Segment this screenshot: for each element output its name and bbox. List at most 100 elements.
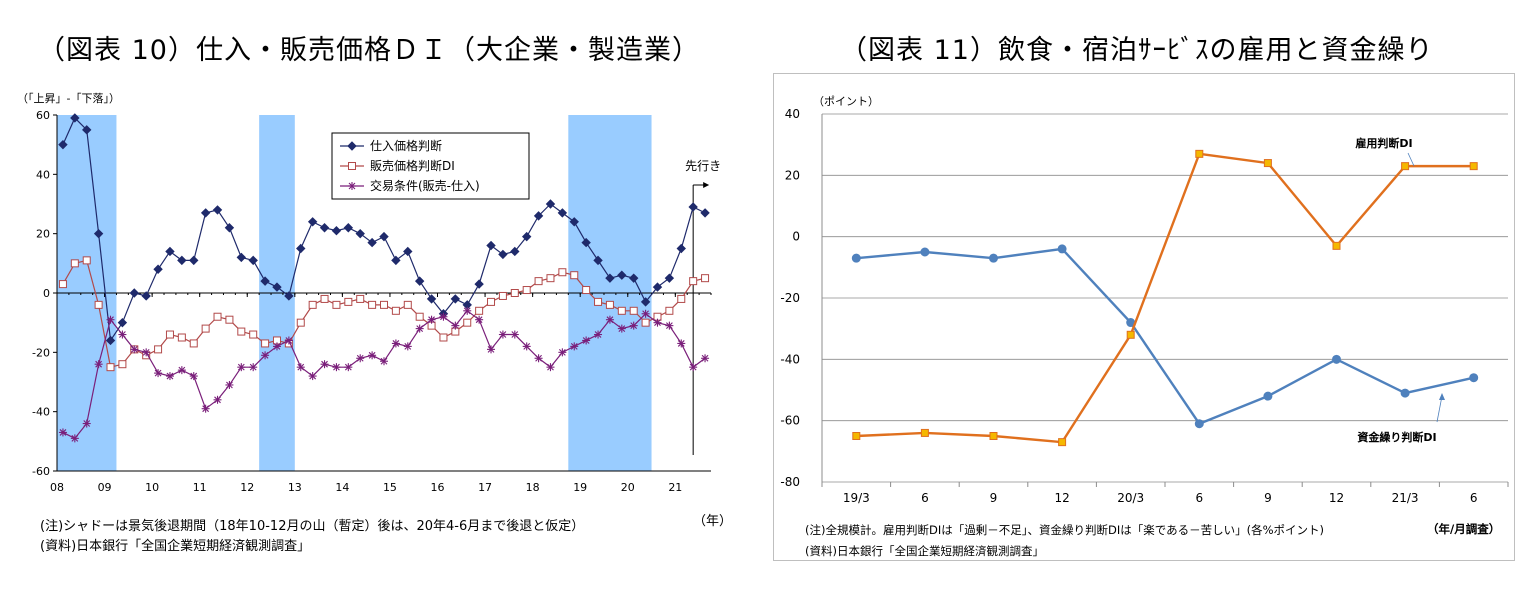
data-point bbox=[284, 291, 294, 301]
data-point bbox=[237, 363, 246, 372]
data-point bbox=[117, 317, 128, 328]
data-point bbox=[1263, 159, 1272, 168]
chart1-source: (資料)日本銀行「全国企業短期経済観測調査」 bbox=[40, 539, 311, 554]
data-point bbox=[189, 372, 198, 381]
callout-pointer bbox=[1407, 152, 1415, 167]
chart2-source: (資料)日本銀行「全国企業短期経済観測調査」 bbox=[805, 544, 1044, 558]
data-point bbox=[558, 268, 567, 277]
data-point bbox=[343, 223, 354, 233]
y-tick-label: -80 bbox=[780, 475, 800, 489]
y-tick-label: -40 bbox=[780, 352, 800, 366]
data-point bbox=[487, 345, 496, 354]
data-point bbox=[249, 330, 258, 339]
data-point bbox=[557, 208, 568, 218]
data-point bbox=[617, 324, 626, 333]
legend-box bbox=[331, 132, 530, 200]
x-tick-label: 20/3 bbox=[1117, 491, 1144, 505]
data-point bbox=[142, 348, 151, 357]
data-point bbox=[58, 139, 68, 150]
data-point bbox=[248, 255, 258, 266]
data-point bbox=[261, 339, 270, 348]
data-point bbox=[582, 336, 591, 345]
data-point bbox=[546, 274, 555, 283]
data-point bbox=[403, 300, 412, 309]
data-point bbox=[617, 306, 626, 315]
y-tick-label: -60 bbox=[32, 465, 50, 478]
data-point bbox=[272, 282, 282, 292]
chart1-title: （図表 10）仕入・販売価格ＤＩ（大企業・製造業） bbox=[38, 35, 700, 66]
data-point bbox=[224, 223, 235, 233]
x-tick-label: 20 bbox=[621, 481, 635, 494]
y-tick-label: -40 bbox=[32, 406, 50, 419]
y-axis-label: （ポイント） bbox=[813, 95, 879, 108]
data-point bbox=[701, 354, 710, 363]
legend-marker bbox=[348, 182, 356, 190]
data-point bbox=[200, 208, 211, 218]
data-point bbox=[213, 395, 222, 404]
data-point bbox=[487, 297, 496, 306]
x-tick-label: 14 bbox=[335, 481, 349, 494]
data-point bbox=[1263, 391, 1273, 401]
data-point bbox=[450, 294, 461, 304]
data-point bbox=[439, 333, 448, 342]
data-point bbox=[403, 246, 413, 257]
data-point bbox=[1400, 388, 1410, 398]
data-point bbox=[451, 321, 460, 330]
chart1-xlabel: （年） bbox=[693, 514, 733, 529]
x-tick-label: 6 bbox=[1195, 491, 1203, 505]
data-point bbox=[665, 306, 674, 315]
series-line-2 bbox=[856, 152, 1474, 444]
data-point bbox=[677, 339, 686, 348]
y-tick-label: -60 bbox=[780, 414, 800, 428]
y-tick-label: -20 bbox=[780, 291, 800, 305]
data-point bbox=[1126, 330, 1135, 339]
data-point bbox=[380, 357, 388, 366]
data-point bbox=[546, 363, 555, 372]
data-point bbox=[665, 321, 674, 330]
data-point bbox=[356, 354, 365, 363]
data-point bbox=[534, 354, 543, 363]
data-point bbox=[570, 271, 579, 280]
data-point bbox=[558, 348, 567, 357]
data-point bbox=[118, 330, 127, 339]
data-point bbox=[920, 428, 929, 437]
data-point bbox=[688, 202, 698, 212]
legend-marker bbox=[347, 141, 357, 151]
data-point bbox=[272, 342, 281, 351]
legend-label: 仕入価格判断 bbox=[370, 138, 442, 153]
x-tick-label: 9 bbox=[1264, 491, 1272, 505]
data-point bbox=[498, 291, 507, 300]
data-point bbox=[510, 330, 519, 339]
legend-label: 販売価格判断DI bbox=[370, 158, 455, 173]
x-tick-label: 09 bbox=[98, 481, 112, 494]
data-point bbox=[213, 312, 222, 321]
data-point bbox=[320, 360, 329, 369]
chart2-frame bbox=[773, 73, 1515, 561]
data-point bbox=[851, 253, 861, 263]
x-tick-label: 9 bbox=[990, 491, 998, 505]
data-point bbox=[82, 125, 92, 135]
data-point bbox=[260, 276, 270, 286]
data-point bbox=[689, 277, 698, 286]
data-point bbox=[70, 113, 80, 123]
data-point bbox=[225, 315, 234, 324]
data-point bbox=[652, 282, 663, 292]
data-point bbox=[617, 270, 627, 280]
data-point bbox=[58, 428, 67, 437]
data-point bbox=[106, 363, 115, 372]
x-tick-label: 12 bbox=[1329, 491, 1344, 505]
data-point bbox=[498, 330, 507, 339]
data-point bbox=[177, 366, 186, 375]
data-point bbox=[308, 300, 317, 309]
data-point bbox=[475, 315, 484, 324]
data-point bbox=[570, 342, 579, 351]
data-point bbox=[1057, 244, 1067, 254]
data-point bbox=[629, 306, 638, 315]
data-point bbox=[581, 237, 591, 248]
data-point bbox=[82, 419, 91, 428]
data-point bbox=[474, 279, 484, 289]
data-point bbox=[403, 342, 412, 351]
data-point bbox=[154, 369, 163, 378]
data-point bbox=[676, 243, 686, 254]
data-point bbox=[1469, 162, 1478, 171]
